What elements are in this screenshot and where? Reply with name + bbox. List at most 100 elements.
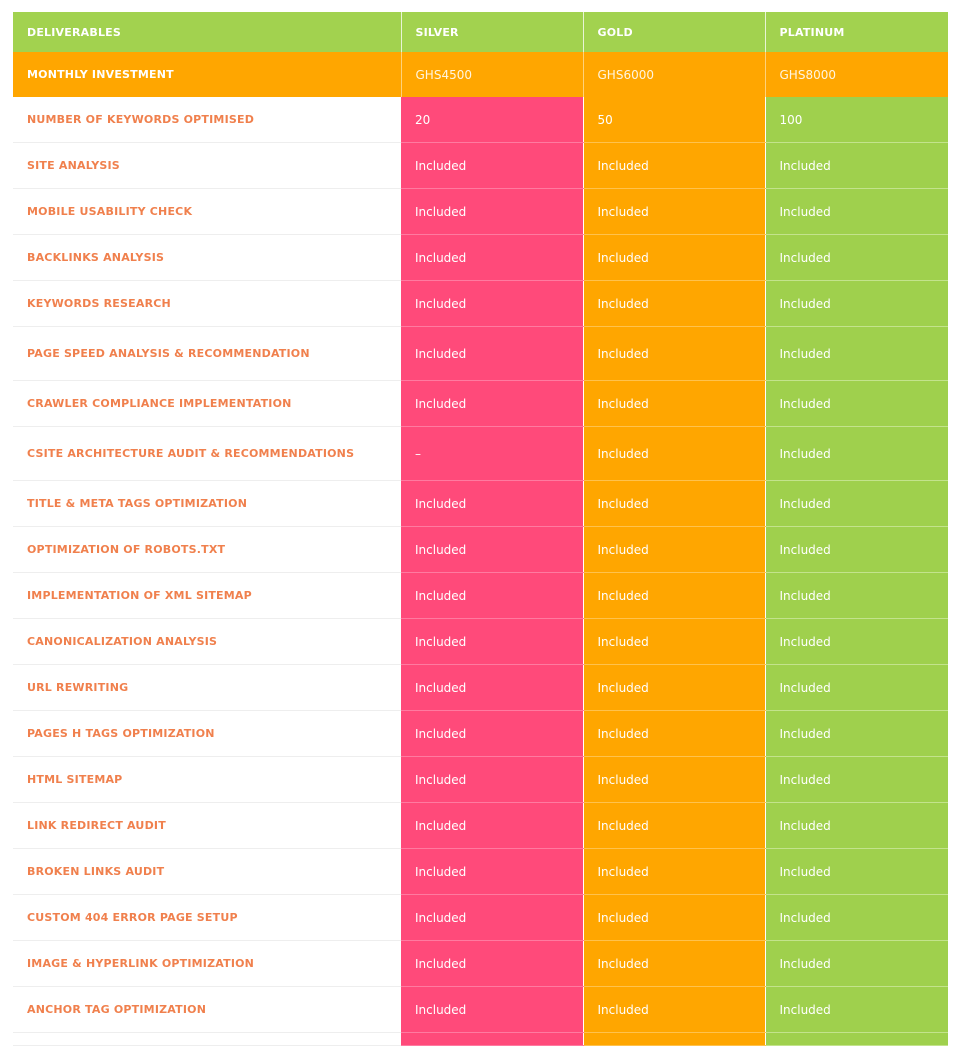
pricing-table-wrapper: DELIVERABLES SILVER GOLD PLATINUM MONTHL… [13,12,948,1046]
header-silver: SILVER [401,12,584,52]
row-label: HTML SITEMAP [13,756,401,803]
platinum-cell: Included [765,526,948,573]
gold-cell: Included [583,280,766,327]
gold-cell: 50 [583,97,766,143]
partial-cell [13,1032,401,1046]
silver-cell: 20 [401,97,584,143]
platinum-cell: Included [765,380,948,427]
silver-cell: Included [401,188,584,235]
gold-cell: Included [583,326,766,381]
table-row: IMAGE & HYPERLINK OPTIMIZATION Included In… [13,940,948,987]
silver-cell: Included [401,664,584,711]
table-row-partial [13,1032,948,1046]
partial-cell [765,1032,948,1046]
silver-cell: Included [401,326,584,381]
row-label: LINK REDIRECT AUDIT [13,802,401,849]
platinum-cell: Included [765,756,948,803]
platinum-cell: Included [765,894,948,941]
silver-cell: Included [401,986,584,1033]
silver-cell: Included [401,756,584,803]
platinum-cell: Included [765,426,948,481]
platinum-cell: Included [765,986,948,1033]
row-label: IMPLEMENTATION OF XML SITEMAP [13,572,401,619]
header-gold: GOLD [583,12,766,52]
table-row: SITE ANALYSIS Included Included Included [13,142,948,189]
table-row: CRAWLER COMPLIANCE IMPLEMENTATION Include… [13,380,948,427]
silver-cell: Included [401,848,584,895]
platinum-cell: Included [765,848,948,895]
gold-cell: Included [583,986,766,1033]
platinum-cell: Included [765,664,948,711]
silver-cell: Included [401,142,584,189]
silver-cell: Included [401,618,584,665]
table-row: PAGE SPEED ANALYSIS & RECOMMENDATION Incl… [13,326,948,381]
gold-cell: Included [583,664,766,711]
platinum-cell: Included [765,480,948,527]
table-row: IMPLEMENTATION OF XML SITEMAP Included Inc… [13,572,948,619]
investment-silver: GHS4500 [401,52,584,97]
row-label: CRAWLER COMPLIANCE IMPLEMENTATION [13,380,401,427]
gold-cell: Included [583,710,766,757]
table-row: CSITE ARCHITECTURE AUDIT & RECOMMENDATIO… [13,426,948,481]
gold-cell: Included [583,188,766,235]
silver-cell: Included [401,526,584,573]
partial-cell [401,1032,584,1046]
row-label: BACKLINKS ANALYSIS [13,234,401,281]
gold-cell: Included [583,618,766,665]
platinum-cell: Included [765,710,948,757]
gold-cell: Included [583,234,766,281]
gold-cell: Included [583,756,766,803]
silver-cell: Included [401,710,584,757]
table-row: ANCHOR TAG OPTIMIZATION Included Included I… [13,986,948,1033]
table-row: KEYWORDS RESEARCH Included Included Include… [13,280,948,327]
investment-label: MONTHLY INVESTMENT [13,52,402,97]
investment-platinum: GHS8000 [765,52,948,97]
platinum-cell: 100 [765,97,948,143]
row-label: PAGES H TAGS OPTIMIZATION [13,710,401,757]
platinum-cell: Included [765,618,948,665]
platinum-cell: Included [765,188,948,235]
gold-cell: Included [583,526,766,573]
row-label: ANCHOR TAG OPTIMIZATION [13,986,401,1033]
gold-cell: Included [583,802,766,849]
gold-cell: Included [583,894,766,941]
table-row: NUMBER OF KEYWORDS OPTIMISED 20 50 100 [13,97,948,143]
platinum-cell: Included [765,142,948,189]
investment-gold: GHS6000 [583,52,766,97]
platinum-cell: Included [765,234,948,281]
platinum-cell: Included [765,326,948,381]
gold-cell: Included [583,848,766,895]
row-label: PAGE SPEED ANALYSIS & RECOMMENDATION [13,326,401,381]
silver-cell: – [401,426,584,481]
silver-cell: Included [401,802,584,849]
header-platinum: PLATINUM [765,12,948,52]
row-label: URL REWRITING [13,664,401,711]
table-header-row: DELIVERABLES SILVER GOLD PLATINUM [13,12,948,52]
pricing-table: DELIVERABLES SILVER GOLD PLATINUM MONTHL… [13,12,948,1046]
row-label: SITE ANALYSIS [13,142,401,189]
platinum-cell: Included [765,940,948,987]
silver-cell: Included [401,480,584,527]
row-label: NUMBER OF KEYWORDS OPTIMISED [13,97,401,143]
gold-cell: Included [583,940,766,987]
gold-cell: Included [583,380,766,427]
row-label: OPTIMIZATION OF ROBOTS.TXT [13,526,401,573]
table-row: PAGES H TAGS OPTIMIZATION Included Include… [13,710,948,757]
silver-cell: Included [401,234,584,281]
silver-cell: Included [401,894,584,941]
row-label: CSITE ARCHITECTURE AUDIT & RECOMMENDATIO… [13,426,401,481]
table-row: OPTIMIZATION OF ROBOTS.TXT Included Includ… [13,526,948,573]
table-row: BACKLINKS ANALYSIS Included Included Includ… [13,234,948,281]
table-row: BROKEN LINKS AUDIT Included Included Includ… [13,848,948,895]
silver-cell: Included [401,380,584,427]
row-label: CUSTOM 404 ERROR PAGE SETUP [13,894,401,941]
row-label: MOBILE USABILITY CHECK [13,188,401,235]
table-row: HTML SITEMAP Included Included Included [13,756,948,803]
silver-cell: Included [401,572,584,619]
row-label: IMAGE & HYPERLINK OPTIMIZATION [13,940,401,987]
table-row: CUSTOM 404 ERROR PAGE SETUP Included Inclu… [13,894,948,941]
row-label: BROKEN LINKS AUDIT [13,848,401,895]
gold-cell: Included [583,426,766,481]
row-label: KEYWORDS RESEARCH [13,280,401,327]
platinum-cell: Included [765,280,948,327]
